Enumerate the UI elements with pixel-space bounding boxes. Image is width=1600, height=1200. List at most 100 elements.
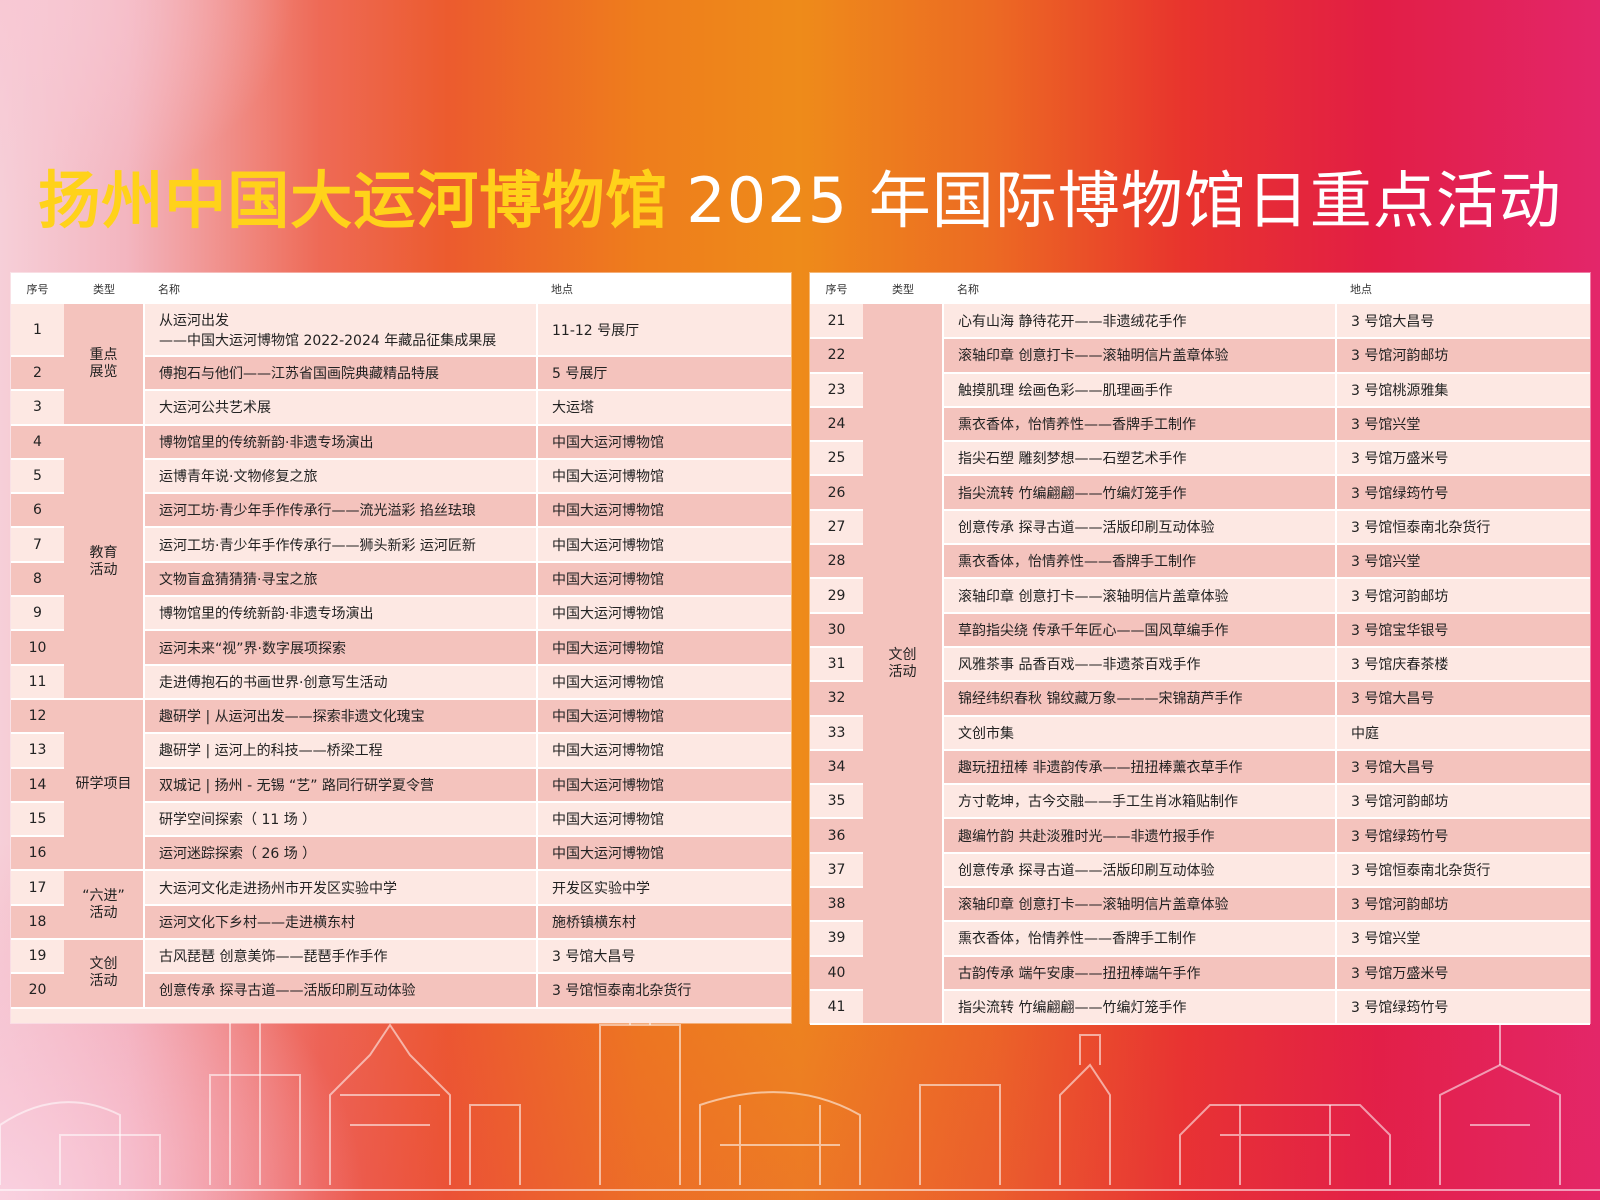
row-number: 39 [810, 921, 863, 957]
table-row: 18 运河文化下乡村——走进横东村 施桥镇横东村 [11, 904, 791, 941]
activity-name: 滚轴印章 创意打卡——滚轴明信片盖章体验 [942, 887, 1336, 923]
table-row: 37 创意传承 探寻古道——活版印刷互动体验 3 号馆恒泰南北杂货行 [810, 852, 1590, 889]
activity-location: 3 号馆宝华银号 [1335, 612, 1590, 648]
activity-name: 熏衣香体，怡情养性——香牌手工制作 [942, 406, 1336, 443]
activity-name: 大运河公共艺术展 [143, 390, 537, 426]
activity-type-line: 活动 [89, 561, 118, 578]
activity-table-left: 序号 类型 名称 地点 1 重点 展览 从运河出发 ——中国大运河博物馆 2022-20… [11, 273, 791, 1009]
activity-location: 3 号馆河韵邮坊 [1335, 887, 1590, 923]
activity-location: 中国大运河博物馆 [536, 527, 791, 563]
activity-location: 中国大运河博物馆 [536, 733, 791, 769]
activity-location: 3 号馆大昌号 [1335, 749, 1590, 786]
activity-name: 双城记 | 扬州 - 无锡 “艺” 路同行研学夏令营 [143, 767, 537, 803]
activity-location: 3 号馆万盛米号 [1335, 441, 1590, 477]
activity-name: 大运河文化走进扬州市开发区实验中学 [143, 870, 537, 906]
activity-type-cell: 文创 活动 [64, 939, 144, 1009]
activity-location: 3 号馆河韵邮坊 [1335, 578, 1590, 614]
activity-name: 博物馆里的传统新韵·非遗专场演出 [143, 596, 537, 632]
table-row: 7 运河工坊·青少年手作传承行——狮头新彩 运河匠新 中国大运河博物馆 [11, 527, 791, 563]
row-number: 22 [810, 338, 863, 374]
row-number: 41 [810, 989, 863, 1026]
table-row: 29 滚轴印章 创意打卡——滚轴明信片盖章体验 3 号馆河韵邮坊 [810, 578, 1590, 614]
table-row: 27 创意传承 探寻古道——活版印刷互动体验 3 号馆恒泰南北杂货行 [810, 509, 1590, 546]
activity-location: 中国大运河博物馆 [536, 767, 791, 803]
activity-name: 运河工坊·青少年手作传承行——狮头新彩 运河匠新 [143, 527, 537, 563]
table-row: 32 锦经纬织春秋 锦纹藏万象———宋锦葫芦手作 3 号馆大昌号 [810, 681, 1590, 717]
table-row: 26 指尖流转 竹编翩翩——竹编灯笼手作 3 号馆绿筠竹号 [810, 475, 1590, 511]
header-name: 名称 [144, 273, 537, 304]
table-row: 20 创意传承 探寻古道——活版印刷互动体验 3 号馆恒泰南北杂货行 [11, 973, 791, 1009]
row-number: 40 [810, 955, 863, 991]
header-number: 序号 [810, 273, 863, 304]
activity-location: 中庭 [1335, 715, 1590, 751]
row-number: 23 [810, 372, 863, 408]
row-number: 20 [11, 973, 64, 1009]
activity-location: 中国大运河博物馆 [536, 493, 791, 529]
table-row: 8 文物盲盒猜猜猜·寻宝之旅 中国大运河博物馆 [11, 561, 791, 598]
row-number: 8 [11, 561, 64, 598]
activity-type-line: 重点 [89, 346, 118, 363]
header-type: 类型 [863, 273, 943, 304]
table-row: 22 滚轴印章 创意打卡——滚轴明信片盖章体验 3 号馆河韵邮坊 [810, 338, 1590, 374]
activity-location: 中国大运河博物馆 [536, 836, 791, 872]
table-row: 34 趣玩扭扭棒 非遗韵传承——扭扭棒薰衣草手作 3 号馆大昌号 [810, 749, 1590, 786]
row-number: 7 [11, 527, 64, 563]
table-row: 5 运博青年说·文物修复之旅 中国大运河博物馆 [11, 458, 791, 495]
row-number: 12 [11, 698, 64, 735]
activity-name: 锦经纬织春秋 锦纹藏万象———宋锦葫芦手作 [942, 681, 1336, 717]
activity-name: 走进傅抱石的书画世界·创意写生活动 [143, 664, 537, 700]
table-row: 1 重点 展览 从运河出发 ——中国大运河博物馆 2022-2024 年藏品征集成果展 1… [11, 304, 791, 426]
table-row: 36 趣编竹韵 共赴淡雅时光——非遗竹报手作 3 号馆绿筠竹号 [810, 818, 1590, 854]
activity-type-line: 活动 [89, 904, 118, 921]
row-number: 37 [810, 852, 863, 889]
activity-type-cell: 研学项目 [64, 698, 144, 872]
activity-location: 大运塔 [536, 390, 791, 426]
activity-name: 草韵指尖绕 传承千年匠心——国风草编手作 [942, 612, 1336, 648]
activity-location: 中国大运河博物馆 [536, 424, 791, 460]
activity-name: 方寸乾坤，古今交融——手工生肖冰箱贴制作 [942, 784, 1336, 820]
table-row: 23 触摸肌理 绘画色彩——肌理画手作 3 号馆桃源雅集 [810, 372, 1590, 408]
table-row: 39 熏衣香体，怡情养性——香牌手工制作 3 号馆兴堂 [810, 921, 1590, 957]
activity-location: 中国大运河博物馆 [536, 664, 791, 700]
activity-type-line: 活动 [89, 973, 118, 990]
activity-name: 运河工坊·青少年手作传承行——流光溢彩 掐丝珐琅 [143, 493, 537, 529]
activity-type-cell: 文创 活动 [863, 304, 943, 1026]
activity-name: 趣编竹韵 共赴淡雅时光——非遗竹报手作 [942, 818, 1336, 854]
activity-type-line: 研学项目 [75, 776, 132, 793]
activity-name: 运河迷踪探索（ 26 场 ） [143, 836, 537, 872]
row-number: 2 [11, 356, 64, 392]
row-number: 3 [11, 390, 64, 426]
header-location: 地点 [537, 273, 791, 304]
row-number: 28 [810, 544, 863, 580]
activity-name: 趣研学 | 从运河出发——探索非遗文化瑰宝 [143, 698, 537, 735]
row-number: 10 [11, 630, 64, 666]
activity-location: 3 号馆万盛米号 [1335, 955, 1590, 991]
table-header-row: 序号 类型 名称 地点 [810, 273, 1590, 304]
row-number: 26 [810, 475, 863, 511]
activity-location: 3 号馆兴堂 [1335, 406, 1590, 443]
row-number: 38 [810, 887, 863, 923]
table-row: 13 趣研学 | 运河上的科技——桥梁工程 中国大运河博物馆 [11, 733, 791, 769]
activity-name: 运河文化下乡村——走进横东村 [143, 904, 537, 941]
activity-name-line: 从运河出发 [159, 312, 229, 329]
table-row: 11 走进傅抱石的书画世界·创意写生活动 中国大运河博物馆 [11, 664, 791, 700]
activity-location: 3 号馆大昌号 [1335, 304, 1590, 340]
table-row: 9 博物馆里的传统新韵·非遗专场演出 中国大运河博物馆 [11, 596, 791, 632]
activity-name: 从运河出发 ——中国大运河博物馆 2022-2024 年藏品征集成果展 [143, 304, 537, 357]
activity-location: 中国大运河博物馆 [536, 630, 791, 666]
activity-name: 文创市集 [942, 715, 1336, 751]
table-row: 35 方寸乾坤，古今交融——手工生肖冰箱贴制作 3 号馆河韵邮坊 [810, 784, 1590, 820]
activity-type-cell: 教育 活动 [64, 424, 144, 700]
activity-location: 3 号馆大昌号 [536, 939, 791, 975]
table-row: 4 教育 活动 博物馆里的传统新韵·非遗专场演出 中国大运河博物馆 [11, 424, 791, 700]
activity-type-line: 展览 [89, 363, 118, 380]
row-number: 14 [11, 767, 64, 803]
table-row: 21 文创 活动 心有山海 静待花开——非遗绒花手作 3 号馆大昌号 [810, 304, 1590, 1026]
table-row: 14 双城记 | 扬州 - 无锡 “艺” 路同行研学夏令营 中国大运河博物馆 [11, 767, 791, 803]
activity-name: 触摸肌理 绘画色彩——肌理画手作 [942, 372, 1336, 408]
activity-name: 博物馆里的传统新韵·非遗专场演出 [143, 424, 537, 460]
row-number: 13 [11, 733, 64, 769]
header-type: 类型 [64, 273, 144, 304]
row-number: 1 [11, 304, 64, 357]
table-row: 10 运河未来“视”界·数字展项探索 中国大运河博物馆 [11, 630, 791, 666]
